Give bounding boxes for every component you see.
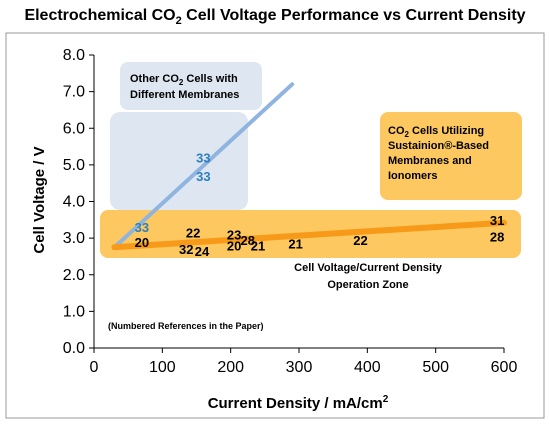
reference-label: 21: [251, 238, 265, 253]
x-tick-label: 300: [286, 359, 313, 376]
x-tick-label: 100: [149, 359, 176, 376]
reference-note: (Numbered References in the Paper): [108, 321, 264, 331]
chart-title: Electrochemical CO2 Cell Voltage Perform…: [24, 7, 525, 27]
blue-label-box: [120, 62, 262, 110]
x-tick-label: 400: [354, 359, 381, 376]
orange-box-text-3: Membranes and: [388, 155, 472, 167]
zone-text-2: Operation Zone: [327, 279, 408, 291]
x-tick-label: 200: [217, 359, 244, 376]
blue-membrane-zone: [110, 112, 248, 210]
x-tick-label: 600: [491, 359, 518, 376]
zone-text-1: Cell Voltage/Current Density: [294, 262, 443, 274]
axes: 0.0 1.0 2.0 3.0 4.0 5.0 6.0 7.0 8.0 0 100 200 300 400…: [63, 47, 518, 376]
y-tick-label: 6.0: [63, 120, 85, 137]
orange-box-text-2: Sustainion®-Based: [388, 140, 489, 152]
y-tick-label: 3.0: [63, 230, 85, 247]
blue-box-text-2: Different Membranes: [130, 89, 239, 101]
reference-label: 20: [135, 235, 149, 250]
y-tick-label: 4.0: [63, 194, 85, 211]
reference-label: 22: [186, 226, 200, 241]
reference-label: 28: [490, 229, 504, 244]
orange-series-line: [111, 219, 507, 251]
series-layer: [111, 82, 507, 251]
y-tick-label: 7.0: [63, 84, 85, 101]
reference-label: 21: [288, 237, 302, 252]
reference-label: 32: [179, 242, 193, 257]
x-axis-label: Current Density / mA/cm2: [208, 394, 389, 412]
y-tick-label: 8.0: [63, 47, 85, 64]
orange-box-text-4: Ionomers: [388, 170, 438, 182]
blue-series-line: [112, 82, 295, 250]
y-tick-label: 1.0: [63, 303, 85, 320]
blue-box-text-1: Other CO2 Cells with: [130, 73, 238, 87]
orange-box-text-1: CO2 Cells Utilizing: [388, 125, 484, 139]
reference-label: 20: [227, 238, 241, 253]
reference-label: 24: [195, 244, 210, 259]
reference-label: 33: [196, 169, 210, 184]
y-axis-label: Cell Voltage / V: [31, 146, 48, 253]
reference-label: 28: [241, 233, 255, 248]
reference-label: 31: [490, 213, 504, 228]
y-tick-label: 5.0: [63, 157, 85, 174]
y-tick-label: 0.0: [63, 340, 85, 357]
x-tick-label: 0: [90, 359, 99, 376]
orange-label-box: [380, 112, 522, 200]
y-tick-label: 2.0: [63, 267, 85, 284]
x-tick-label: 500: [422, 359, 449, 376]
reference-label: 23: [227, 227, 241, 242]
reference-label: 33: [196, 151, 210, 166]
reference-label: 33: [135, 220, 149, 235]
reference-label: 22: [353, 233, 367, 248]
